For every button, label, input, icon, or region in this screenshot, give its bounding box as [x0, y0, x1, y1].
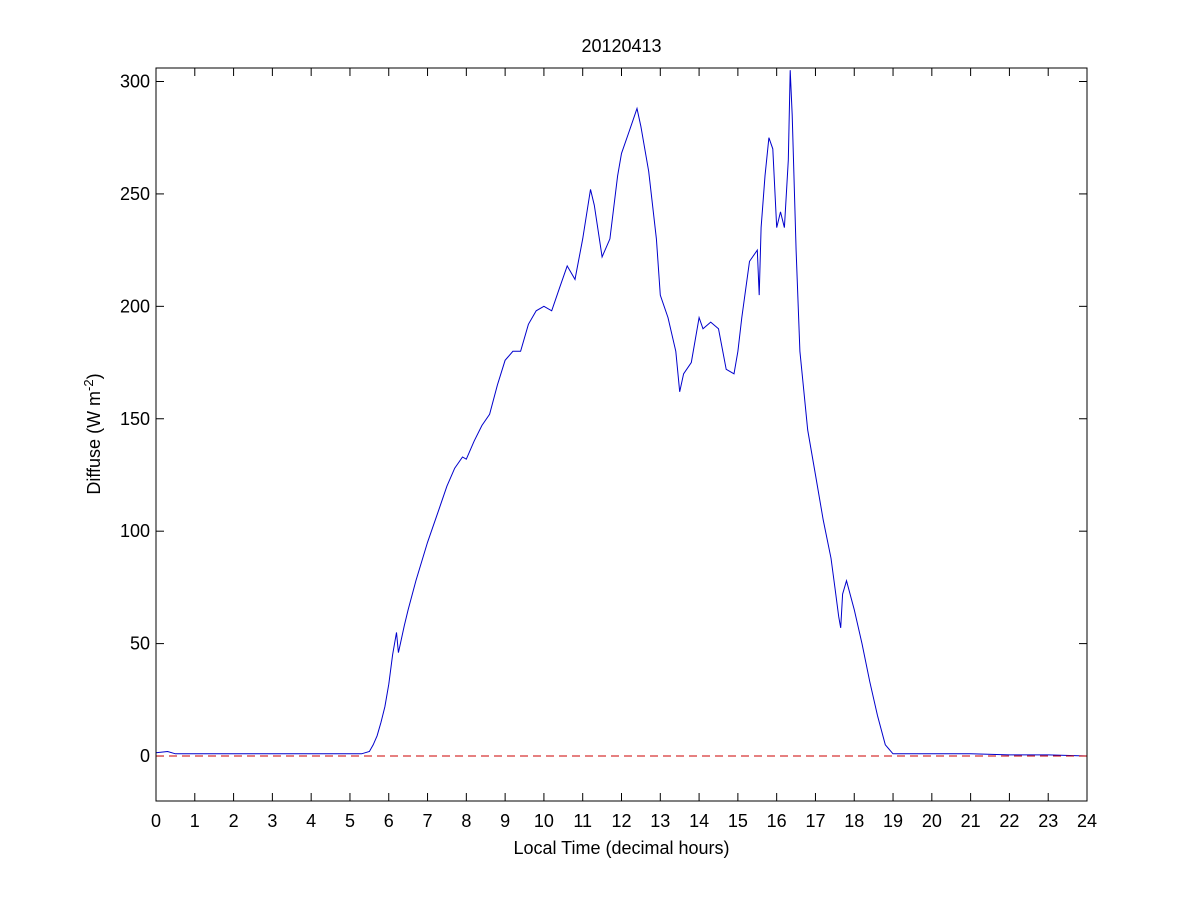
- x-tick-label: 24: [1077, 811, 1097, 831]
- x-tick-label: 15: [728, 811, 748, 831]
- x-tick-label: 7: [423, 811, 433, 831]
- x-tick-label: 23: [1038, 811, 1058, 831]
- chart-title: 20120413: [581, 36, 661, 56]
- x-tick-label: 17: [805, 811, 825, 831]
- x-tick-label: 1: [190, 811, 200, 831]
- y-tick-label: 250: [120, 184, 150, 204]
- x-tick-label: 16: [767, 811, 787, 831]
- x-tick-label: 6: [384, 811, 394, 831]
- y-axis-label: Diffuse (W m-2): [81, 373, 104, 494]
- plot-background: [156, 68, 1087, 801]
- x-tick-label: 3: [267, 811, 277, 831]
- y-tick-label: 300: [120, 71, 150, 91]
- x-tick-label: 4: [306, 811, 316, 831]
- x-tick-label: 8: [461, 811, 471, 831]
- series-line-diffuse: [155, 70, 1088, 757]
- axis-ticks: 0 1 2 3 4 5 6 7 8 9 10 11 12 13 14 15 16 17 18 19 20 21 22 23 24…: [120, 68, 1097, 831]
- x-tick-label: 18: [844, 811, 864, 831]
- x-tick-label: 20: [922, 811, 942, 831]
- y-tick-label: 150: [120, 409, 150, 429]
- y-tick-label: 100: [120, 521, 150, 541]
- x-tick-label: 21: [961, 811, 981, 831]
- x-tick-label: 13: [650, 811, 670, 831]
- plot-frame: [155, 67, 1088, 802]
- x-tick-label: 2: [229, 811, 239, 831]
- x-tick-label: 11: [573, 811, 592, 831]
- y-tick-label: 0: [140, 746, 150, 766]
- y-axis-label-suffix: ): [84, 373, 104, 379]
- x-tick-label: 12: [611, 811, 631, 831]
- x-tick-label: 19: [883, 811, 903, 831]
- y-tick-label: 200: [120, 296, 150, 316]
- x-axis-label: Local Time (decimal hours): [513, 838, 729, 858]
- x-tick-label: 14: [689, 811, 709, 831]
- y-axis-label-prefix: Diffuse (W m: [84, 391, 104, 495]
- y-axis-label-sup: -2: [81, 379, 96, 391]
- series-group: [155, 70, 1088, 757]
- x-tick-label: 22: [999, 811, 1019, 831]
- x-tick-label: 0: [151, 811, 161, 831]
- x-tick-label: 9: [500, 811, 510, 831]
- y-tick-label: 50: [130, 634, 150, 654]
- x-tick-label: 5: [345, 811, 355, 831]
- x-tick-label: 10: [534, 811, 554, 831]
